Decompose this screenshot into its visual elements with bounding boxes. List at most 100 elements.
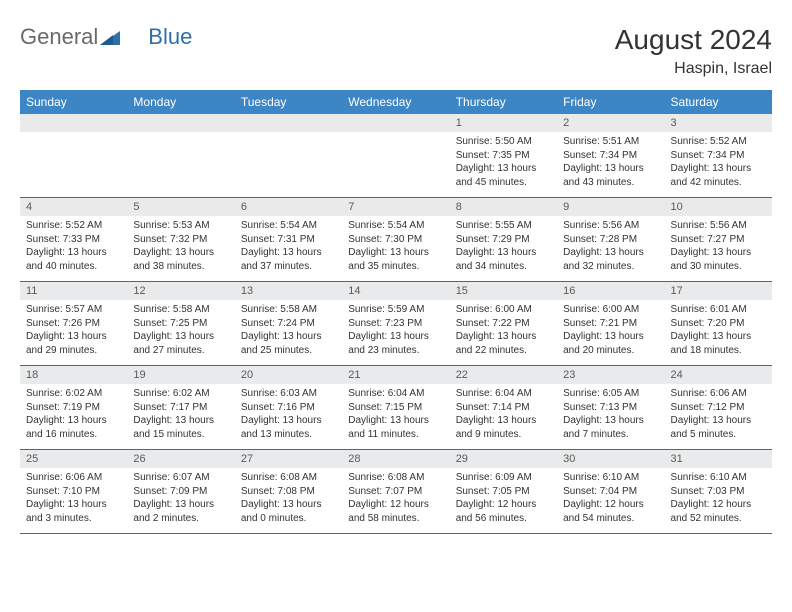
sunset-text: Sunset: 7:23 PM [348,317,443,331]
sunrise-text: Sunrise: 6:09 AM [456,471,551,485]
day-cell [20,114,127,198]
sunrise-text: Sunrise: 5:54 AM [241,219,336,233]
sunset-text: Sunset: 7:20 PM [671,317,766,331]
day-body: Sunrise: 5:58 AMSunset: 7:24 PMDaylight:… [235,300,342,365]
sunrise-text: Sunrise: 5:51 AM [563,135,658,149]
daylight-text: Daylight: 13 hours and 5 minutes. [671,414,766,441]
day-cell: 28Sunrise: 6:08 AMSunset: 7:07 PMDayligh… [342,450,449,534]
daylight-text: Daylight: 13 hours and 15 minutes. [133,414,228,441]
day-cell: 18Sunrise: 6:02 AMSunset: 7:19 PMDayligh… [20,366,127,450]
day-cell: 29Sunrise: 6:09 AMSunset: 7:05 PMDayligh… [450,450,557,534]
sunrise-text: Sunrise: 5:56 AM [671,219,766,233]
logo-text-blue: Blue [148,24,192,49]
sunrise-text: Sunrise: 6:08 AM [348,471,443,485]
daylight-text: Daylight: 13 hours and 43 minutes. [563,162,658,189]
daylight-text: Daylight: 13 hours and 9 minutes. [456,414,551,441]
day-number: 14 [342,282,449,300]
day-number: 12 [127,282,234,300]
day-number: 28 [342,450,449,468]
day-cell: 10Sunrise: 5:56 AMSunset: 7:27 PMDayligh… [665,198,772,282]
sunset-text: Sunset: 7:32 PM [133,233,228,247]
sunrise-text: Sunrise: 6:04 AM [348,387,443,401]
sunset-text: Sunset: 7:13 PM [563,401,658,415]
day-number: 25 [20,450,127,468]
day-number: 5 [127,198,234,216]
day-number: 4 [20,198,127,216]
day-cell: 15Sunrise: 6:00 AMSunset: 7:22 PMDayligh… [450,282,557,366]
sunset-text: Sunset: 7:15 PM [348,401,443,415]
sunset-text: Sunset: 7:10 PM [26,485,121,499]
day-number: 31 [665,450,772,468]
sunrise-text: Sunrise: 6:08 AM [241,471,336,485]
day-body: Sunrise: 5:59 AMSunset: 7:23 PMDaylight:… [342,300,449,365]
day-body: Sunrise: 5:54 AMSunset: 7:31 PMDaylight:… [235,216,342,281]
calendar-table: SundayMondayTuesdayWednesdayThursdayFrid… [20,90,772,534]
sunrise-text: Sunrise: 6:07 AM [133,471,228,485]
sunset-text: Sunset: 7:25 PM [133,317,228,331]
sunrise-text: Sunrise: 5:57 AM [26,303,121,317]
day-body: Sunrise: 6:08 AMSunset: 7:08 PMDaylight:… [235,468,342,533]
day-header-monday: Monday [127,90,234,114]
day-number-empty [342,114,449,132]
day-cell: 26Sunrise: 6:07 AMSunset: 7:09 PMDayligh… [127,450,234,534]
daylight-text: Daylight: 13 hours and 16 minutes. [26,414,121,441]
day-body: Sunrise: 6:01 AMSunset: 7:20 PMDaylight:… [665,300,772,365]
day-cell: 12Sunrise: 5:58 AMSunset: 7:25 PMDayligh… [127,282,234,366]
day-cell: 7Sunrise: 5:54 AMSunset: 7:30 PMDaylight… [342,198,449,282]
sunrise-text: Sunrise: 6:00 AM [456,303,551,317]
day-cell: 25Sunrise: 6:06 AMSunset: 7:10 PMDayligh… [20,450,127,534]
day-cell: 9Sunrise: 5:56 AMSunset: 7:28 PMDaylight… [557,198,664,282]
sunrise-text: Sunrise: 5:58 AM [241,303,336,317]
day-number: 7 [342,198,449,216]
day-body: Sunrise: 6:00 AMSunset: 7:21 PMDaylight:… [557,300,664,365]
sunrise-text: Sunrise: 6:02 AM [133,387,228,401]
day-cell: 16Sunrise: 6:00 AMSunset: 7:21 PMDayligh… [557,282,664,366]
daylight-text: Daylight: 13 hours and 22 minutes. [456,330,551,357]
day-header-row: SundayMondayTuesdayWednesdayThursdayFrid… [20,90,772,114]
sunrise-text: Sunrise: 5:52 AM [26,219,121,233]
day-number: 23 [557,366,664,384]
sunset-text: Sunset: 7:04 PM [563,485,658,499]
day-cell: 11Sunrise: 5:57 AMSunset: 7:26 PMDayligh… [20,282,127,366]
sunset-text: Sunset: 7:27 PM [671,233,766,247]
day-body: Sunrise: 5:58 AMSunset: 7:25 PMDaylight:… [127,300,234,365]
sunrise-text: Sunrise: 6:05 AM [563,387,658,401]
day-body: Sunrise: 5:55 AMSunset: 7:29 PMDaylight:… [450,216,557,281]
sunset-text: Sunset: 7:16 PM [241,401,336,415]
sunrise-text: Sunrise: 6:01 AM [671,303,766,317]
day-number: 22 [450,366,557,384]
day-number: 13 [235,282,342,300]
day-number: 10 [665,198,772,216]
day-cell: 22Sunrise: 6:04 AMSunset: 7:14 PMDayligh… [450,366,557,450]
day-number: 2 [557,114,664,132]
day-number: 16 [557,282,664,300]
daylight-text: Daylight: 13 hours and 34 minutes. [456,246,551,273]
day-cell: 4Sunrise: 5:52 AMSunset: 7:33 PMDaylight… [20,198,127,282]
day-cell [235,114,342,198]
day-number: 15 [450,282,557,300]
day-cell: 23Sunrise: 6:05 AMSunset: 7:13 PMDayligh… [557,366,664,450]
sunset-text: Sunset: 7:33 PM [26,233,121,247]
sunset-text: Sunset: 7:29 PM [456,233,551,247]
day-body: Sunrise: 5:52 AMSunset: 7:33 PMDaylight:… [20,216,127,281]
day-body: Sunrise: 6:10 AMSunset: 7:04 PMDaylight:… [557,468,664,533]
sunset-text: Sunset: 7:30 PM [348,233,443,247]
day-number: 9 [557,198,664,216]
day-header-saturday: Saturday [665,90,772,114]
day-body: Sunrise: 6:10 AMSunset: 7:03 PMDaylight:… [665,468,772,533]
day-body-empty [20,132,127,188]
sunset-text: Sunset: 7:19 PM [26,401,121,415]
day-number: 8 [450,198,557,216]
sunrise-text: Sunrise: 5:50 AM [456,135,551,149]
sunset-text: Sunset: 7:07 PM [348,485,443,499]
day-cell: 3Sunrise: 5:52 AMSunset: 7:34 PMDaylight… [665,114,772,198]
day-body-empty [235,132,342,188]
day-number: 11 [20,282,127,300]
daylight-text: Daylight: 12 hours and 56 minutes. [456,498,551,525]
sunset-text: Sunset: 7:24 PM [241,317,336,331]
day-number: 26 [127,450,234,468]
sunset-text: Sunset: 7:12 PM [671,401,766,415]
day-number-empty [127,114,234,132]
day-number: 21 [342,366,449,384]
daylight-text: Daylight: 13 hours and 32 minutes. [563,246,658,273]
